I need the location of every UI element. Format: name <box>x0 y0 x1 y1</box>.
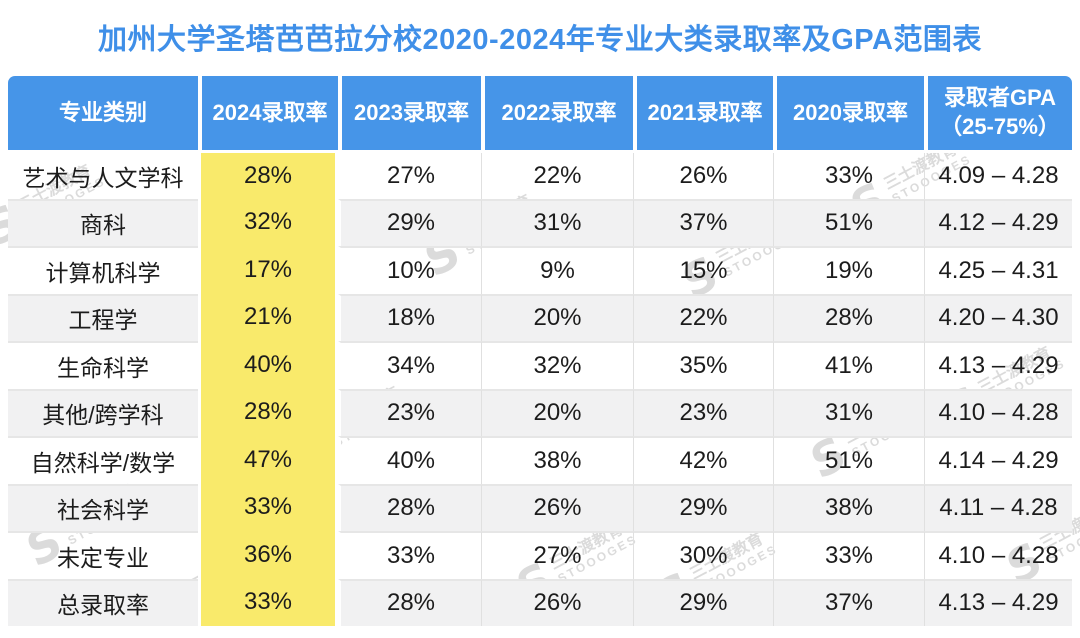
col-header-2021-rate: 2021录取率 <box>633 76 773 153</box>
rate-2021-cell: 29% <box>633 483 773 531</box>
category-cell: 计算机科学 <box>8 246 198 294</box>
col-header-category: 专业类别 <box>8 76 198 153</box>
rate-2020-cell: 28% <box>773 293 924 341</box>
rate-2023-cell: 23% <box>338 388 481 436</box>
table-row: 商科 32% 29% 31% 37% 51% 4.12 – 4.29 <box>8 198 1072 246</box>
table-row: 总录取率 33% 28% 26% 29% 37% 4.13 – 4.29 <box>8 578 1072 626</box>
table-row: 其他/跨学科 28% 23% 20% 23% 31% 4.10 – 4.28 <box>8 388 1072 436</box>
rate-2023-cell: 29% <box>338 198 481 246</box>
table-header-row: 专业类别 2024录取率 2023录取率 2022录取率 2021录取率 202… <box>8 76 1072 153</box>
gpa-cell: 4.12 – 4.29 <box>924 198 1072 246</box>
rate-2024-cell: 21% <box>198 293 338 341</box>
rate-2022-cell: 20% <box>481 388 633 436</box>
rate-2020-cell: 37% <box>773 578 924 626</box>
rate-2024-cell: 28% <box>198 153 338 199</box>
category-cell: 商科 <box>8 198 198 246</box>
category-cell: 社会科学 <box>8 483 198 531</box>
page-title: 加州大学圣塔芭芭拉分校2020-2024年专业大类录取率及GPA范围表 <box>98 24 982 56</box>
category-cell: 总录取率 <box>8 578 198 626</box>
rate-2020-cell: 31% <box>773 388 924 436</box>
rate-2020-cell: 41% <box>773 341 924 389</box>
rate-2023-cell: 34% <box>338 341 481 389</box>
rate-2020-cell: 51% <box>773 198 924 246</box>
rate-2021-cell: 22% <box>633 293 773 341</box>
rate-2023-cell: 33% <box>338 531 481 579</box>
rate-2024-cell: 40% <box>198 341 338 389</box>
rate-2024-cell: 36% <box>198 531 338 579</box>
table-body: 艺术与人文学科 28% 27% 22% 26% 33% 4.09 – 4.28 商科 32% 29… <box>8 153 1072 626</box>
rate-2022-cell: 22% <box>481 153 633 199</box>
rate-2024-cell: 33% <box>198 483 338 531</box>
gpa-cell: 4.10 – 4.28 <box>924 388 1072 436</box>
rate-2020-cell: 19% <box>773 246 924 294</box>
rate-2021-cell: 37% <box>633 198 773 246</box>
rate-2021-cell: 15% <box>633 246 773 294</box>
category-cell: 自然科学/数学 <box>8 436 198 484</box>
table-row: 艺术与人文学科 28% 27% 22% 26% 33% 4.09 – 4.28 <box>8 153 1072 199</box>
col-header-2023-rate: 2023录取率 <box>338 76 481 153</box>
table-row: 工程学 21% 18% 20% 22% 28% 4.20 – 4.30 <box>8 293 1072 341</box>
rate-2021-cell: 23% <box>633 388 773 436</box>
rate-2022-cell: 9% <box>481 246 633 294</box>
rate-2024-cell: 17% <box>198 246 338 294</box>
rate-2024-cell: 33% <box>198 578 338 626</box>
rate-2024-cell: 32% <box>198 198 338 246</box>
rate-2024-cell: 28% <box>198 388 338 436</box>
rate-2020-cell: 38% <box>773 483 924 531</box>
rate-2023-cell: 28% <box>338 578 481 626</box>
category-cell: 生命科学 <box>8 341 198 389</box>
gpa-header-line1: 录取者GPA <box>943 85 1057 111</box>
rate-2021-cell: 29% <box>633 578 773 626</box>
category-cell: 未定专业 <box>8 531 198 579</box>
col-header-2020-rate: 2020录取率 <box>773 76 924 153</box>
rate-2021-cell: 26% <box>633 153 773 199</box>
rate-2022-cell: 31% <box>481 198 633 246</box>
rate-2022-cell: 26% <box>481 483 633 531</box>
gpa-cell: 4.14 – 4.29 <box>924 436 1072 484</box>
rate-2021-cell: 42% <box>633 436 773 484</box>
gpa-cell: 4.10 – 4.28 <box>924 531 1072 579</box>
gpa-cell: 4.13 – 4.29 <box>924 341 1072 389</box>
table-row: 未定专业 36% 33% 27% 30% 33% 4.10 – 4.28 <box>8 531 1072 579</box>
rate-2022-cell: 38% <box>481 436 633 484</box>
table-row: 计算机科学 17% 10% 9% 15% 19% 4.25 – 4.31 <box>8 246 1072 294</box>
rate-2022-cell: 32% <box>481 341 633 389</box>
category-cell: 其他/跨学科 <box>8 388 198 436</box>
table-row: 社会科学 33% 28% 26% 29% 38% 4.11 – 4.28 <box>8 483 1072 531</box>
admission-table: 专业类别 2024录取率 2023录取率 2022录取率 2021录取率 202… <box>8 76 1072 626</box>
rate-2020-cell: 33% <box>773 153 924 199</box>
table-row: 生命科学 40% 34% 32% 35% 41% 4.13 – 4.29 <box>8 341 1072 389</box>
gpa-cell: 4.20 – 4.30 <box>924 293 1072 341</box>
gpa-header-line2: （25-75%） <box>940 114 1060 139</box>
rate-2022-cell: 27% <box>481 531 633 579</box>
rate-2023-cell: 18% <box>338 293 481 341</box>
gpa-cell: 4.09 – 4.28 <box>924 153 1072 199</box>
rate-2020-cell: 33% <box>773 531 924 579</box>
category-cell: 工程学 <box>8 293 198 341</box>
rate-2022-cell: 26% <box>481 578 633 626</box>
rate-2023-cell: 27% <box>338 153 481 199</box>
table-row: 自然科学/数学 47% 40% 38% 42% 51% 4.14 – 4.29 <box>8 436 1072 484</box>
rate-2023-cell: 28% <box>338 483 481 531</box>
gpa-cell: 4.11 – 4.28 <box>924 483 1072 531</box>
col-header-2022-rate: 2022录取率 <box>481 76 633 153</box>
col-header-2024-rate: 2024录取率 <box>198 76 338 153</box>
rate-2023-cell: 10% <box>338 246 481 294</box>
rate-2022-cell: 20% <box>481 293 633 341</box>
rate-2021-cell: 35% <box>633 341 773 389</box>
rate-2023-cell: 40% <box>338 436 481 484</box>
rate-2024-cell: 47% <box>198 436 338 484</box>
gpa-cell: 4.25 – 4.31 <box>924 246 1072 294</box>
rate-2021-cell: 30% <box>633 531 773 579</box>
gpa-cell: 4.13 – 4.29 <box>924 578 1072 626</box>
col-header-gpa: 录取者GPA （25-75%） <box>924 76 1072 153</box>
rate-2020-cell: 51% <box>773 436 924 484</box>
category-cell: 艺术与人文学科 <box>22 164 184 191</box>
